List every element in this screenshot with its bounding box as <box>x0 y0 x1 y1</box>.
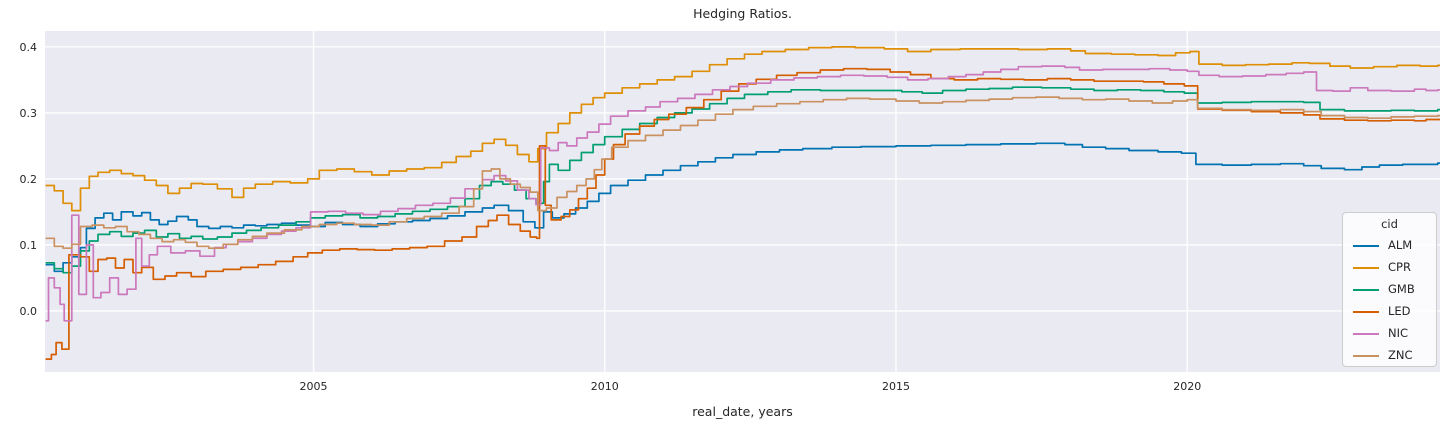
legend-item-NIC: NIC <box>1343 323 1436 345</box>
legend-item-ZNC: ZNC <box>1343 345 1436 367</box>
series-line-GMB <box>45 86 1440 274</box>
legend-swatch-NIC <box>1353 333 1379 335</box>
x-tick-label: 2020 <box>1173 380 1201 393</box>
legend-label: ALM <box>1388 238 1413 253</box>
legend-label: GMB <box>1388 282 1415 297</box>
x-axis-label: real_date, years <box>692 404 793 419</box>
plot-panel <box>45 31 1440 372</box>
legend-item-ALM: ALM <box>1343 235 1436 257</box>
legend-swatch-ALM <box>1353 245 1379 247</box>
series-group <box>45 46 1440 360</box>
y-tick-label: 0.0 <box>20 305 38 318</box>
x-tick-label: 2010 <box>591 380 619 393</box>
legend-item-GMB: GMB <box>1343 279 1436 301</box>
legend-swatch-LED <box>1353 311 1379 313</box>
legend-label: NIC <box>1388 326 1409 341</box>
x-tick-label: 2015 <box>882 380 910 393</box>
legend-label: CPR <box>1388 260 1411 275</box>
legend-label: LED <box>1388 304 1411 319</box>
legend-item-LED: LED <box>1343 301 1436 323</box>
series-line-NIC <box>45 65 1440 322</box>
legend-swatch-CPR <box>1353 267 1379 269</box>
series-line-ALM <box>45 142 1440 273</box>
legend-title: cid <box>1381 217 1398 231</box>
legend-swatch-GMB <box>1353 289 1379 291</box>
y-tick-label: 0.4 <box>20 41 38 54</box>
y-tick-label: 0.1 <box>20 239 38 252</box>
series-line-CPR <box>45 46 1440 212</box>
legend-item-CPR: CPR <box>1343 257 1436 279</box>
y-tick-label: 0.3 <box>20 107 38 120</box>
legend-swatch-ZNC <box>1353 355 1379 357</box>
series-line-LED <box>45 67 1440 360</box>
chart-title: Hedging Ratios. <box>693 6 792 21</box>
y-tick-label: 0.2 <box>20 173 38 186</box>
x-tick-label: 2005 <box>300 380 328 393</box>
series-line-ZNC <box>45 96 1440 250</box>
legend-items: ALM CPR GMB LED NIC ZNC <box>1343 235 1436 367</box>
legend: cid ALM CPR GMB LED NIC ZNC <box>1342 212 1437 367</box>
legend-label: ZNC <box>1388 348 1413 363</box>
